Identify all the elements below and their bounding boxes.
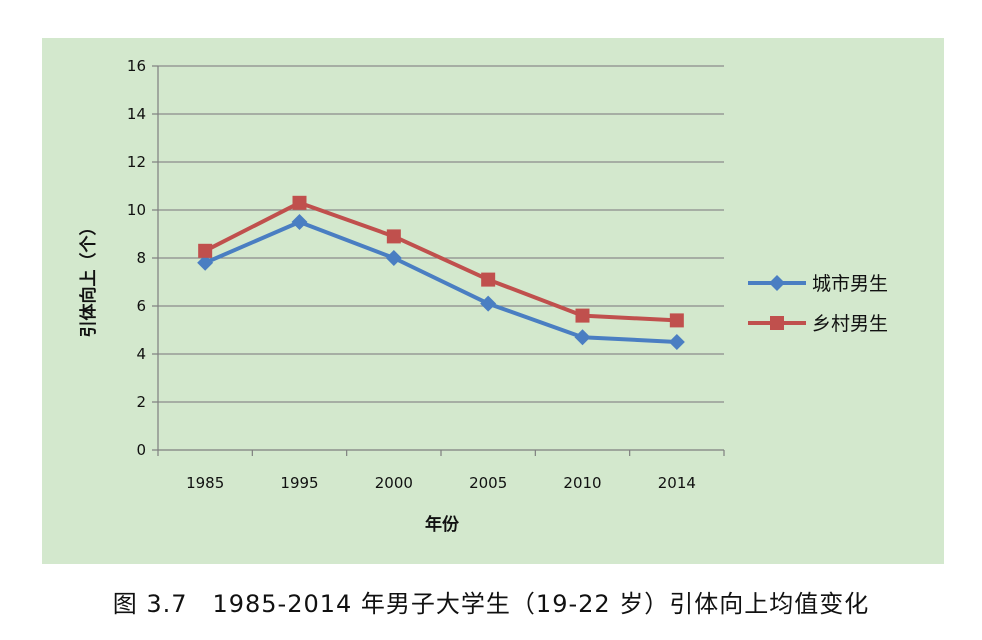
x-tick-label: 2014 <box>658 474 696 492</box>
data-point <box>385 250 402 266</box>
legend-label: 乡村男生 <box>812 313 888 335</box>
x-tick-label: 1985 <box>186 474 224 492</box>
data-point <box>574 329 591 346</box>
x-axis-title: 年份 <box>425 514 460 535</box>
y-tick-label: 12 <box>127 153 146 171</box>
x-tick-label: 1995 <box>280 474 318 492</box>
y-tick-label: 14 <box>127 105 146 123</box>
y-tick-label: 10 <box>127 201 146 219</box>
y-axis-title: 引体向上（个） <box>78 219 99 338</box>
data-point <box>386 229 401 244</box>
y-tick-label: 16 <box>127 57 146 75</box>
axes: 0 2 4 6 8 10 12 14 16 1985 1995 2000 2005 2010 2014 <box>127 57 725 492</box>
series-2 <box>198 195 684 328</box>
legend-marker <box>770 316 784 330</box>
y-tick-label: 2 <box>136 393 146 411</box>
data-point <box>575 308 590 323</box>
data-point <box>198 243 213 258</box>
legend-label: 城市男生 <box>812 273 888 295</box>
data-point <box>668 334 685 350</box>
line-chart: 0 2 4 6 8 10 12 14 16 1985 1995 2000 2005 2010 2014 城市… <box>78 57 888 535</box>
x-tick-label: 2000 <box>375 474 413 492</box>
chart-panel: 0 2 4 6 8 10 12 14 16 1985 1995 2000 2005 2010 2014 城市… <box>42 38 944 564</box>
series-layer <box>197 195 685 350</box>
series-1 <box>197 214 685 350</box>
y-tick-label: 4 <box>136 345 146 363</box>
data-point <box>291 214 308 230</box>
data-point <box>669 313 684 328</box>
x-tick-label: 2005 <box>469 474 507 492</box>
y-tick-label: 6 <box>136 297 146 315</box>
y-tick-label: 8 <box>136 249 146 267</box>
data-point <box>292 195 307 210</box>
legend-marker <box>769 275 785 291</box>
y-tick-label: 0 <box>136 441 146 459</box>
legend-item: 乡村男生 <box>748 313 888 335</box>
data-point <box>481 272 496 287</box>
x-tick-label: 2010 <box>563 474 601 492</box>
figure-caption: 图 3.7 1985-2014 年男子大学生（19-22 岁）引体向上均值变化 <box>112 590 870 618</box>
series-line <box>204 200 677 323</box>
data-point <box>480 295 497 312</box>
legend-item: 城市男生 <box>748 273 888 295</box>
series-line <box>204 220 677 344</box>
